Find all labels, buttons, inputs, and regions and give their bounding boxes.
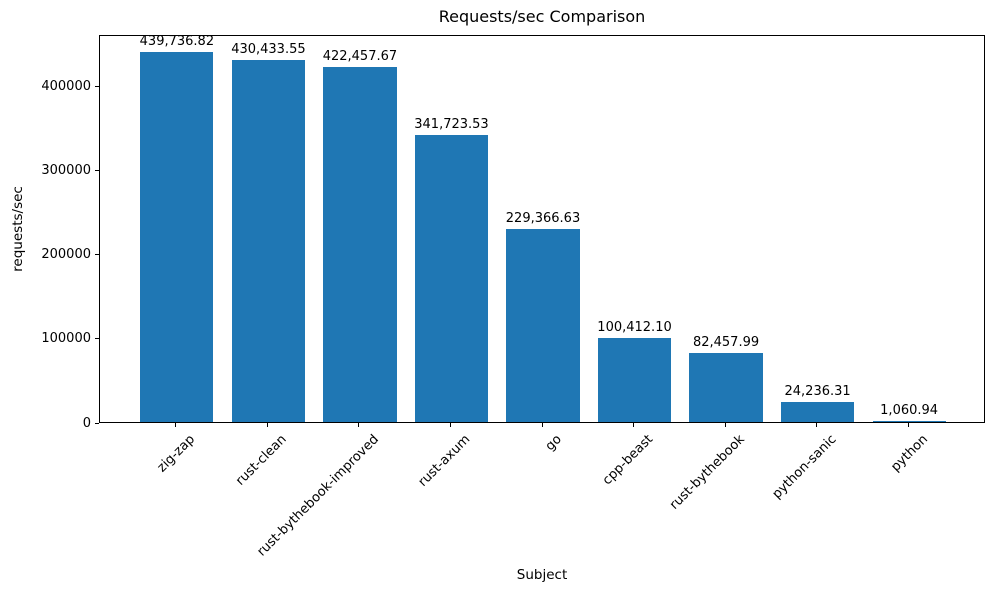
x-tick — [907, 423, 909, 427]
x-tick-label: python — [887, 432, 931, 475]
x-tick — [724, 423, 726, 427]
x-tick — [449, 423, 451, 427]
y-tick-label: 400000 — [41, 79, 91, 95]
y-axis-label: requests/sec — [10, 186, 26, 272]
bar-value-label: 422,457.67 — [322, 49, 398, 64]
y-tick-label: 300000 — [41, 163, 91, 179]
x-tick — [541, 423, 543, 427]
plot-area: 439,736.82 430,433.55 422,457.67 341,723.53… — [99, 34, 985, 423]
bar-value-label: 24,236.31 — [784, 383, 851, 399]
x-tick-label: zig-zap — [155, 432, 199, 476]
y-tick — [95, 338, 99, 340]
x-tick-label: rust-clean — [233, 432, 291, 489]
bar-rust-clean — [231, 60, 306, 422]
bar-value-label: 1,060.94 — [880, 403, 939, 419]
x-tick-label: rust-bythebook — [666, 432, 748, 513]
bar-rust-bythebook-improved — [323, 67, 397, 422]
x-tick — [633, 423, 635, 427]
x-tick-label: go — [542, 432, 565, 455]
bar-cpp-beast — [597, 337, 672, 422]
x-tick-label: python-sanic — [769, 432, 840, 502]
x-tick — [358, 423, 360, 427]
y-tick — [95, 86, 99, 88]
x-tick — [175, 423, 177, 427]
bar-zig-zap — [140, 52, 214, 422]
bar-value-label: 430,433.55 — [231, 42, 306, 58]
bar-value-label: 439,736.82 — [139, 34, 215, 50]
bar-python — [872, 421, 946, 422]
bar-rust-axum — [414, 134, 489, 422]
bar-value-label: 229,366.63 — [505, 211, 581, 227]
x-tick-label: rust-axum — [415, 432, 474, 490]
x-tick-label: cpp-beast — [599, 432, 657, 489]
bar-value-label: 341,723.53 — [414, 116, 489, 132]
y-tick-label: 100000 — [41, 331, 91, 347]
chart-title: Requests/sec Comparison — [438, 7, 646, 26]
y-tick-label: 200000 — [41, 247, 91, 263]
bar-python-sanic — [780, 401, 855, 422]
x-tick — [816, 423, 818, 427]
y-tick — [95, 254, 99, 256]
bar-value-label: 82,457.99 — [692, 334, 760, 350]
bar-value-label: 100,412.10 — [597, 319, 672, 335]
y-tick-label: 0 — [82, 415, 91, 431]
bar-rust-bythebook — [689, 352, 763, 422]
x-tick — [266, 423, 268, 427]
x-axis-label: Subject — [516, 567, 568, 583]
bar-go — [506, 229, 580, 422]
y-tick — [95, 422, 99, 424]
y-tick — [95, 170, 99, 172]
